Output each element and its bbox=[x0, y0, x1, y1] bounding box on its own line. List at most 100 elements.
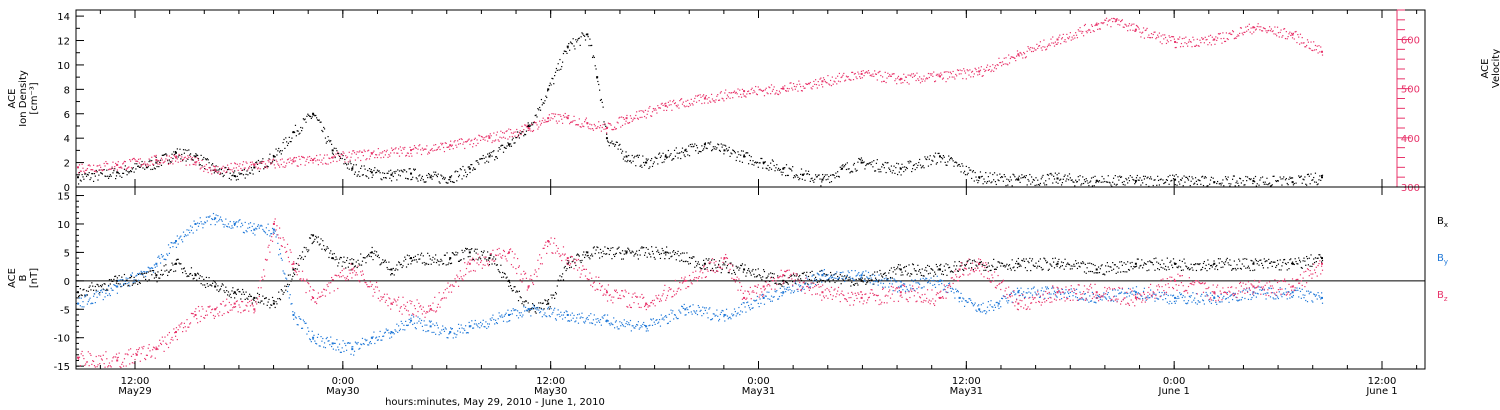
velocity-series-point bbox=[174, 156, 177, 159]
density-series-sample bbox=[323, 128, 326, 130]
velocity-series-sample bbox=[929, 73, 931, 75]
density-series-sample bbox=[1065, 180, 1067, 182]
bx-series-sample bbox=[1303, 257, 1305, 259]
velocity-series-sample bbox=[534, 122, 536, 124]
velocity-series-sample bbox=[592, 129, 595, 131]
velocity-series-sample bbox=[404, 146, 406, 149]
bx-series-sample bbox=[996, 266, 998, 268]
by-series-point bbox=[605, 319, 608, 322]
by-series-sample bbox=[415, 328, 417, 330]
bx-series-sample bbox=[837, 278, 840, 281]
velocity-series-sample bbox=[584, 121, 586, 123]
density-series-sample bbox=[518, 137, 520, 139]
density-series-sample bbox=[1307, 173, 1309, 175]
bx-series-sample bbox=[1181, 260, 1183, 263]
density-series-sample bbox=[636, 154, 639, 156]
by-series-sample bbox=[410, 317, 412, 319]
velocity-series-sample bbox=[1091, 25, 1094, 27]
bx-series-sample bbox=[1246, 267, 1249, 269]
density-series-sample bbox=[130, 170, 132, 172]
density-series-sample bbox=[1108, 181, 1110, 183]
bx-series-point bbox=[566, 262, 569, 265]
velocity-series-sample bbox=[1056, 43, 1058, 45]
density-series-sample bbox=[365, 175, 367, 177]
velocity-series-sample bbox=[982, 75, 984, 77]
density-series-sample bbox=[381, 179, 383, 181]
velocity-series-sample bbox=[675, 104, 677, 107]
density-series-sample bbox=[955, 161, 957, 163]
bx-series-sample bbox=[725, 261, 727, 263]
velocity-series-sample bbox=[938, 73, 940, 75]
density-series-sample bbox=[593, 56, 595, 59]
density-series-sample bbox=[637, 156, 639, 158]
density-series-sample bbox=[1058, 172, 1060, 174]
velocity-series-sample bbox=[908, 83, 910, 85]
bx-series-sample bbox=[512, 289, 514, 292]
top-y2label-line: Velocity bbox=[1491, 49, 1500, 88]
density-series-sample bbox=[367, 169, 369, 172]
velocity-series-sample bbox=[353, 150, 355, 152]
density-series-sample bbox=[646, 159, 648, 162]
velocity-series-sample bbox=[189, 156, 192, 158]
bx-series-sample bbox=[233, 292, 235, 295]
velocity-series-sample bbox=[997, 64, 999, 66]
velocity-series-sample bbox=[493, 132, 495, 134]
velocity-series-sample bbox=[914, 74, 916, 76]
density-series-sample bbox=[735, 159, 737, 162]
density-series-sample bbox=[519, 133, 521, 135]
density-series-sample bbox=[1284, 179, 1287, 181]
density-series-sample bbox=[911, 168, 914, 170]
bx-series-sample bbox=[636, 254, 639, 256]
density-series-sample bbox=[451, 181, 453, 183]
by-series-point bbox=[351, 348, 354, 351]
density-series-sample bbox=[1014, 176, 1016, 178]
velocity-series-sample bbox=[233, 167, 235, 169]
velocity-series-sample bbox=[1014, 57, 1016, 60]
velocity-series-sample bbox=[643, 111, 645, 113]
bx-series-sample bbox=[902, 274, 904, 276]
bx-series-sample bbox=[775, 282, 777, 284]
velocity-series-sample bbox=[368, 149, 370, 151]
density-series-sample bbox=[1004, 176, 1006, 178]
by-series-sample bbox=[389, 337, 391, 339]
bx-series-sample bbox=[856, 282, 858, 284]
velocity-series-sample bbox=[481, 136, 483, 138]
velocity-series-sample bbox=[1260, 26, 1262, 28]
density-series-point bbox=[938, 155, 941, 158]
bx-series-sample bbox=[196, 279, 198, 281]
velocity-series-sample bbox=[298, 155, 300, 158]
bx-series-sample bbox=[1074, 265, 1076, 267]
velocity-series-sample bbox=[638, 110, 640, 112]
velocity-series-point bbox=[155, 158, 158, 161]
velocity-series-sample bbox=[968, 74, 970, 76]
bx-series-sample bbox=[839, 274, 841, 276]
velocity-series-sample bbox=[1254, 26, 1256, 29]
density-series-sample bbox=[562, 52, 565, 55]
density-series-sample bbox=[808, 173, 811, 176]
velocity-series-sample bbox=[562, 114, 565, 117]
velocity-series-sample bbox=[681, 103, 684, 105]
density-series-sample bbox=[827, 178, 829, 180]
density-series-sample bbox=[901, 163, 903, 165]
bx-series-sample bbox=[1003, 264, 1005, 267]
density-series-sample bbox=[214, 170, 216, 172]
velocity-series-sample bbox=[389, 155, 391, 157]
density-series-sample bbox=[1321, 174, 1323, 177]
bx-series-sample bbox=[945, 263, 947, 265]
bx-series-sample bbox=[745, 275, 747, 277]
bx-series-sample bbox=[1122, 270, 1124, 273]
density-series-sample bbox=[1225, 178, 1228, 180]
velocity-series-sample bbox=[519, 130, 521, 132]
velocity-series-sample bbox=[178, 153, 180, 156]
density-series-sample bbox=[241, 169, 244, 171]
bx-series-sample bbox=[640, 247, 642, 249]
bx-series-sample bbox=[739, 267, 741, 269]
bx-series-sample bbox=[1281, 265, 1283, 267]
bx-series-sample bbox=[845, 276, 848, 278]
velocity-series-sample bbox=[1280, 29, 1282, 31]
velocity-series-sample bbox=[580, 126, 582, 128]
by-series-sample bbox=[508, 320, 510, 322]
density-series-sample bbox=[906, 167, 908, 170]
velocity-series-sample bbox=[390, 152, 392, 154]
density-series-sample bbox=[99, 169, 101, 171]
